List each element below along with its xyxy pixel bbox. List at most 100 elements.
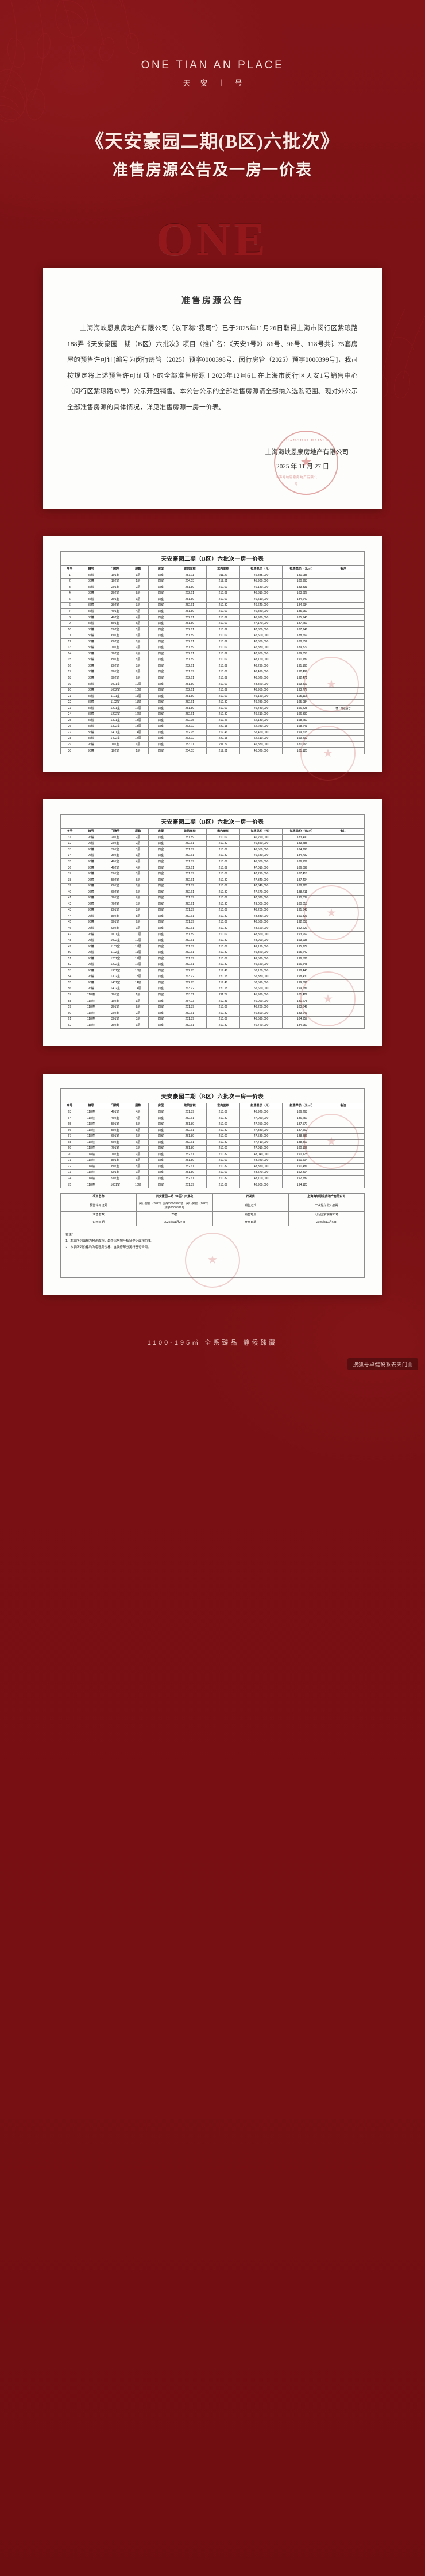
table-cell: 185,940 [282, 614, 322, 621]
table-cell: 37 [60, 870, 79, 878]
table-cell: 210.82 [206, 711, 241, 718]
table-cell: 201室 [103, 1004, 128, 1011]
table-cell: 2层 [127, 840, 149, 847]
table-row: 60 118幢 202室 2层 四室 252.61 210.82 46,390,000 183,… [60, 1010, 365, 1017]
table-cell: 262.95 [172, 717, 207, 724]
headline-line-2: 准售房源公告及一房一价表 [113, 161, 312, 179]
table-cell: 96幢 [78, 858, 104, 865]
table-cell: 702室 [103, 1151, 128, 1158]
table-cell [321, 1169, 365, 1176]
table-cell: 101室 [103, 741, 128, 748]
table-cell: 10层 [127, 687, 149, 694]
table-cell: 185,950 [282, 608, 322, 615]
table-cell: 3层 [127, 846, 149, 853]
table-cell: 96幢 [78, 852, 104, 859]
table-cell: 4层 [127, 614, 149, 621]
table-cell: 8层 [127, 907, 149, 914]
table-cell: 47,010,000 [239, 864, 283, 871]
table-cell: 86幢 [78, 735, 104, 742]
table-cell: 302室 [103, 852, 128, 859]
table-row: 31 96幢 201室 2层 四室 251.89 210.09 46,220,000 183,4… [60, 834, 365, 841]
table-cell: 四室 [148, 961, 173, 969]
table-cell: 36 [60, 864, 79, 871]
table-cell: 210.09 [206, 680, 241, 688]
table-cell: 199,696 [282, 979, 322, 986]
table-cell: 251.89 [172, 955, 207, 962]
table-cell: 262.95 [172, 967, 207, 974]
table-cell: 53 [60, 967, 79, 974]
table-cell: 8层 [127, 663, 149, 669]
table-cell: 210.09 [206, 644, 241, 652]
table-cell: 118幢 [78, 1121, 104, 1128]
table-cell: 31 [60, 834, 79, 841]
table-cell: 96幢 [78, 882, 104, 890]
table-cell: 252.61 [172, 864, 207, 871]
table-cell: 186,257 [282, 1114, 322, 1122]
table-cell: 901室 [103, 668, 128, 676]
table-cell: 252.61 [172, 663, 207, 669]
table-cell: 48,370,000 [239, 1163, 283, 1170]
summary-cell: 准售套数 [60, 1211, 137, 1219]
table-cell: 12层 [127, 955, 149, 962]
table-cell: 252.61 [172, 687, 207, 694]
table-cell: 3 [60, 584, 79, 591]
table-row: 49 96幢 1101室 11层 四室 251.89 210.09 49,190,000 195… [60, 943, 365, 950]
table-cell: 183,490 [282, 834, 322, 841]
table-cell [321, 735, 365, 742]
table-cell: 199,492 [282, 735, 322, 742]
table-cell: 210.82 [206, 650, 241, 657]
table-cell: 14层 [127, 979, 149, 986]
table-cell: 96幢 [78, 949, 104, 956]
table-cell: 46,840,000 [239, 608, 283, 615]
table-cell: 191,481 [282, 1163, 322, 1170]
footer-account-pill[interactable]: 搜狐号卓健锐系去天门山 [347, 1358, 418, 1370]
table-cell: 210.82 [206, 877, 241, 884]
price-table-wrap: 天安豪园二期（B区）六批次一房一价表 序号 幢号 门牌号 层数 房型 建筑面积 套内面积 拟售总… [60, 814, 365, 1029]
table-cell: 118幢 [78, 1151, 104, 1158]
table-cell: 1101室 [103, 693, 128, 700]
table-cell: 52,460,000 [239, 729, 283, 736]
table-cell: 252.61 [172, 901, 207, 908]
table-row: 71 118幢 801室 8层 四室 251.89 210.09 48,240,000 191,… [60, 1157, 365, 1164]
table-cell: 52 [60, 961, 79, 969]
table-cell: 195,242 [282, 949, 322, 956]
table-cell: 47,250,000 [239, 1121, 283, 1128]
table-cell: 41 [60, 894, 79, 902]
table-row: 19 86幢 1001室 10层 四室 251.89 210.09 48,820,000 193… [60, 680, 365, 688]
table-cell: 210.09 [206, 668, 241, 676]
table-cell: 四室 [148, 864, 173, 871]
table-cell [321, 846, 365, 853]
table-cell: 46,640,000 [239, 602, 283, 609]
column-header: 序号 [60, 565, 79, 573]
table-cell: 210.09 [206, 834, 241, 841]
table-cell: 47,380,000 [239, 1127, 283, 1134]
table-cell: 210.09 [206, 1016, 241, 1023]
table-cell [321, 620, 365, 627]
table-cell [321, 1109, 365, 1115]
table-cell: 801室 [103, 656, 128, 664]
table-cell: 6层 [127, 632, 149, 640]
table-cell: 101室 [103, 572, 128, 579]
table-cell: 96幢 [78, 889, 104, 896]
table-cell: 四室 [148, 596, 173, 603]
brand-lockup: ONE TIAN AN PLACE 天 安 丨 号 [0, 0, 425, 88]
table-cell: 96幢 [78, 901, 104, 908]
table-cell: 49,610,000 [239, 711, 283, 718]
table-cell: 211.27 [206, 741, 241, 748]
table-cell [321, 967, 365, 974]
table-row: 65 118幢 501室 5层 四室 251.89 210.09 47,250,000 187,… [60, 1121, 365, 1128]
table-cell: 48,820,000 [239, 680, 283, 688]
table-cell [321, 632, 365, 640]
column-header: 备注 [321, 828, 365, 835]
table-row: 34 96幢 302室 3层 四室 252.61 210.82 46,680,000 184,7… [60, 852, 365, 859]
table-cell: 102室 [103, 747, 128, 754]
table-cell: 3层 [127, 1016, 149, 1023]
column-header: 门牌号 [103, 565, 128, 573]
table-header-row: 序号 幢号 门牌号 层数 房型 建筑面积 套内面积 拟售总价（元） 拟售单价（元/㎡） 备注 [60, 1102, 365, 1110]
table-cell: 1层 [127, 572, 149, 579]
table-cell: 48,950,000 [239, 687, 283, 694]
table-cell: 252.61 [172, 638, 207, 645]
table-cell [321, 723, 365, 730]
column-header: 幢号 [78, 828, 104, 835]
table-cell: 45,880,000 [239, 741, 283, 748]
